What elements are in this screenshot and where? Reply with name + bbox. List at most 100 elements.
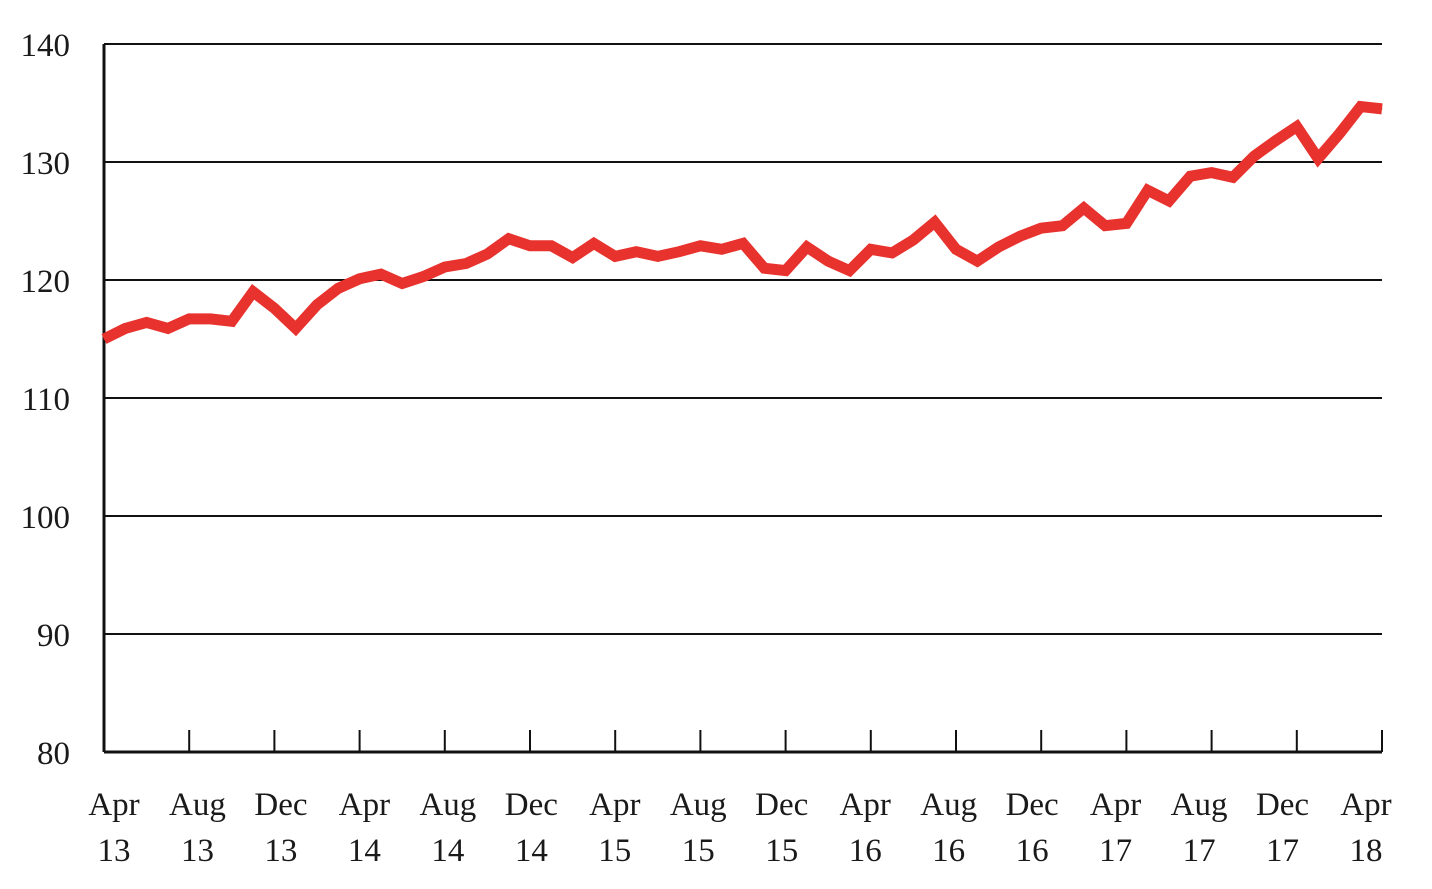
data-point xyxy=(870,248,872,250)
y-tick-label: 110 xyxy=(22,382,70,418)
data-point xyxy=(678,251,680,253)
data-point xyxy=(529,245,531,247)
data-point xyxy=(699,245,701,247)
x-tick-label-year: 14 xyxy=(348,833,381,869)
data-point xyxy=(593,242,595,244)
data-point xyxy=(572,257,574,259)
x-tick-label-year: 15 xyxy=(598,833,631,869)
data-point xyxy=(763,267,765,269)
y-tick-label: 120 xyxy=(21,264,71,300)
data-point xyxy=(912,239,914,241)
data-point xyxy=(614,255,616,257)
data-point xyxy=(785,270,787,272)
x-tick-label-month: Aug xyxy=(670,787,727,823)
data-point xyxy=(721,248,723,250)
data-point xyxy=(146,321,148,323)
data-point xyxy=(401,283,403,285)
x-tick-label-month: Dec xyxy=(505,787,558,823)
data-point xyxy=(444,266,446,268)
y-tick-label: 80 xyxy=(37,736,70,772)
data-point xyxy=(742,242,744,244)
x-tick-label-year: 13 xyxy=(98,833,131,869)
x-tick-label-month: Apr xyxy=(339,787,390,823)
data-point xyxy=(1360,106,1362,108)
x-tick-label-month: Aug xyxy=(920,787,977,823)
data-point xyxy=(1232,176,1234,178)
x-tick-label-month: Aug xyxy=(1171,787,1228,823)
x-tick-label-month: Dec xyxy=(254,787,307,823)
x-tick-label-year: 16 xyxy=(932,833,965,869)
x-axis-ticks xyxy=(103,730,1383,752)
x-tick-label-year: 17 xyxy=(1266,833,1299,869)
x-tick-label-year: 14 xyxy=(431,833,464,869)
data-point xyxy=(103,338,105,340)
x-tick-label-year: 16 xyxy=(1016,833,1049,869)
data-point xyxy=(273,307,275,309)
x-tick-label-year: 17 xyxy=(1099,833,1132,869)
data-point xyxy=(486,253,488,255)
data-point xyxy=(316,304,318,306)
x-tick-label-month: Dec xyxy=(1256,787,1309,823)
y-tick-label: 100 xyxy=(21,500,71,536)
data-point xyxy=(1168,200,1170,202)
data-point xyxy=(955,248,957,250)
data-point xyxy=(359,278,361,280)
data-point xyxy=(1019,235,1021,237)
data-point xyxy=(806,246,808,248)
y-axis-tick-labels: 80 90 100 110 120 130 140 xyxy=(21,28,71,772)
x-tick-label-month: Apr xyxy=(1340,787,1391,823)
data-point xyxy=(508,238,510,240)
x-tick-label-month: Apr xyxy=(88,787,139,823)
x-tick-label-year: 14 xyxy=(515,833,548,869)
data-point xyxy=(465,262,467,264)
data-point xyxy=(380,273,382,275)
data-point xyxy=(998,246,1000,248)
data-point xyxy=(1147,189,1149,191)
data-point xyxy=(1253,155,1255,157)
data-point xyxy=(827,260,829,262)
gridlines xyxy=(104,43,1382,635)
x-tick-label-month: Apr xyxy=(1090,787,1141,823)
data-point xyxy=(337,287,339,289)
data-point xyxy=(188,318,190,320)
y-tick-label: 130 xyxy=(21,146,71,182)
x-tick-label-month: Dec xyxy=(755,787,808,823)
data-point xyxy=(934,221,936,223)
series-line xyxy=(101,100,1383,344)
data-point xyxy=(1040,227,1042,229)
x-tick-label-month: Aug xyxy=(169,787,226,823)
x-tick-label-year: 15 xyxy=(682,833,715,869)
data-point xyxy=(1381,108,1383,110)
x-tick-label-month: Apr xyxy=(589,787,640,823)
y-tick-label: 140 xyxy=(21,28,71,64)
data-point xyxy=(124,327,126,329)
data-point xyxy=(1104,225,1106,227)
x-axis-tick-labels: Apr 13 Aug 13 Dec 13 Apr 14 Aug 14 Dec 14 Apr 15 Aug 15… xyxy=(88,787,1391,869)
data-point xyxy=(1062,225,1063,227)
series-group xyxy=(101,100,1383,344)
data-point xyxy=(1338,133,1340,135)
x-tick-label-month: Dec xyxy=(1006,787,1059,823)
x-tick-label-month: Aug xyxy=(419,787,476,823)
data-point xyxy=(1296,126,1298,128)
x-tick-label-year: 16 xyxy=(849,833,882,869)
data-point xyxy=(976,260,978,262)
data-point xyxy=(210,318,211,320)
data-point xyxy=(1275,140,1276,142)
data-point xyxy=(167,327,169,329)
x-tick-label-year: 18 xyxy=(1350,833,1383,869)
data-point xyxy=(1189,175,1191,177)
data-point xyxy=(657,255,659,257)
data-point xyxy=(1211,172,1213,174)
x-tick-label-year: 17 xyxy=(1183,833,1216,869)
data-point xyxy=(295,327,297,329)
y-tick-label: 90 xyxy=(37,618,70,654)
x-tick-label-year: 15 xyxy=(765,833,798,869)
data-point xyxy=(849,270,850,272)
data-point xyxy=(231,320,233,322)
data-point xyxy=(252,291,254,293)
data-point xyxy=(550,245,552,247)
data-point xyxy=(1083,207,1085,209)
data-point xyxy=(891,252,893,254)
